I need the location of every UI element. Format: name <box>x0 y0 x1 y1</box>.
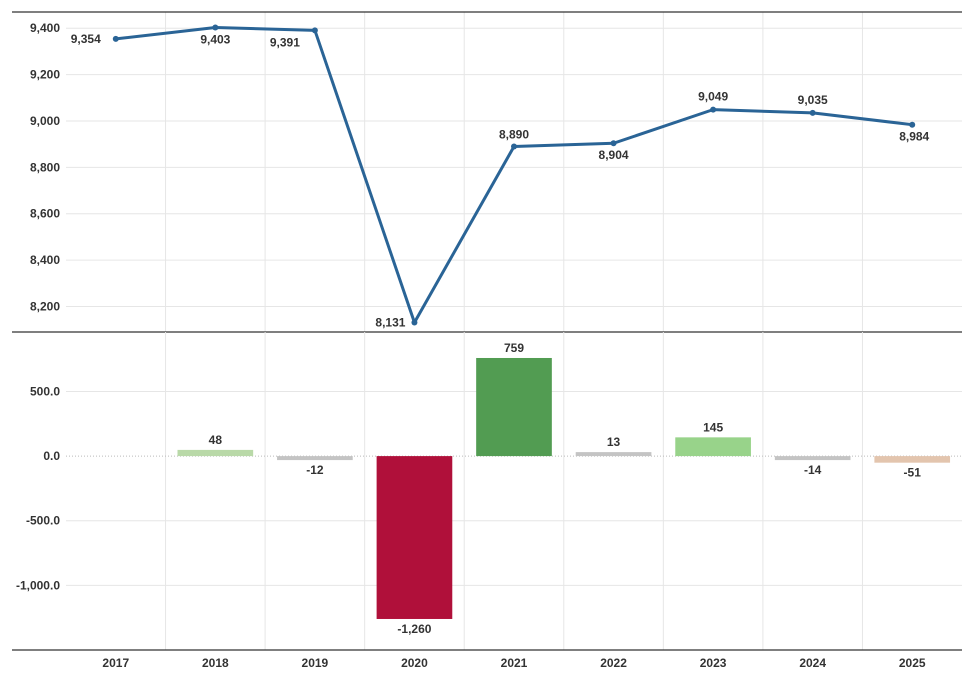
bar-2025 <box>874 456 951 463</box>
bar-2022 <box>575 452 652 457</box>
bar-data-label: -1,260 <box>397 622 431 636</box>
x-tick-label: 2024 <box>799 656 826 670</box>
line-data-label: 9,049 <box>698 90 728 104</box>
line-data-label: 9,403 <box>200 33 230 47</box>
bar-2020 <box>376 456 453 619</box>
bar-y-tick-label: 0.0 <box>43 449 60 463</box>
line-y-tick-label: 8,800 <box>30 160 60 174</box>
line-data-label: 8,984 <box>899 130 929 144</box>
bar-y-tick-label: -1,000.0 <box>16 578 60 592</box>
x-tick-label: 2019 <box>302 656 329 670</box>
bar-2023 <box>675 437 751 457</box>
x-tick-label: 2017 <box>102 656 129 670</box>
x-tick-label: 2021 <box>501 656 528 670</box>
bar-data-label: 48 <box>209 433 223 447</box>
line-series <box>115 26 913 324</box>
line-y-tick-label: 9,400 <box>30 21 60 35</box>
line-data-label: 8,904 <box>599 148 629 162</box>
bar-2021 <box>476 357 552 457</box>
line-point <box>112 35 119 42</box>
line-y-tick-label: 9,200 <box>30 68 60 82</box>
bar-data-label: 759 <box>504 341 524 355</box>
line-y-tick-label: 8,600 <box>30 207 60 221</box>
line-y-tick-label: 9,000 <box>30 114 60 128</box>
line-data-label: 8,890 <box>499 127 529 141</box>
bar-data-label: 13 <box>607 435 621 449</box>
line-y-tick-label: 8,400 <box>30 253 60 267</box>
bar-data-label: 145 <box>703 420 723 434</box>
bar-panel: -1,000.0 -500.0 0.0 500.0 48 -12 -1,260 759 13 14… <box>12 332 962 651</box>
line-point <box>212 24 219 31</box>
bar-y-tick-label: 500.0 <box>30 384 60 398</box>
line-data-label: 9,391 <box>270 35 300 49</box>
line-point <box>610 140 617 147</box>
bar-y-tick-label: -500.0 <box>26 514 60 528</box>
line-data-label: 9,035 <box>798 93 828 107</box>
line-data-label: 8,131 <box>375 315 405 329</box>
line-point <box>710 106 717 113</box>
bar-2024 <box>774 456 851 461</box>
line-point <box>909 121 916 128</box>
bar-data-label: -14 <box>804 463 822 477</box>
x-tick-label: 2022 <box>600 656 627 670</box>
line-point <box>809 109 816 116</box>
x-tick-label: 2018 <box>202 656 229 670</box>
line-point <box>311 27 318 34</box>
line-data-label: 9,354 <box>71 32 101 46</box>
bar-data-label: -51 <box>904 466 922 480</box>
x-tick-label: 2020 <box>401 656 428 670</box>
line-y-tick-label: 8,200 <box>30 299 60 313</box>
bar-2018 <box>177 449 254 457</box>
line-point <box>411 319 418 326</box>
bar-2019 <box>277 456 353 461</box>
line-panel: 8,200 8,400 8,600 8,800 9,000 9,200 9,400 9,354… <box>12 11 962 333</box>
x-tick-label: 2023 <box>700 656 727 670</box>
x-tick-label: 2025 <box>899 656 926 670</box>
x-axis: 2017 2018 2019 2020 2021 2022 2023 2024 2025 <box>102 656 925 670</box>
bar-data-label: -12 <box>306 463 324 477</box>
line-point <box>511 143 517 150</box>
